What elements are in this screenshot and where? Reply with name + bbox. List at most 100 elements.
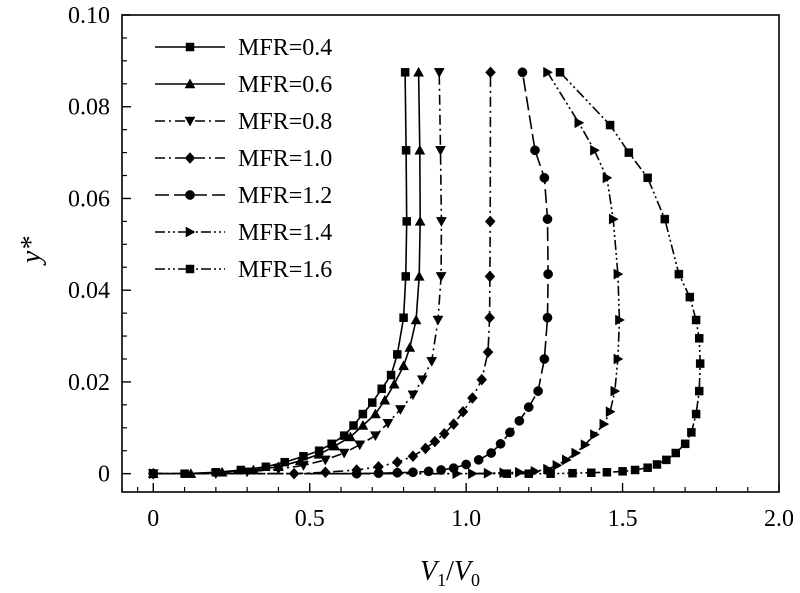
x-tick-label: 2.0 [764,506,794,532]
data-point [369,431,381,442]
series-line [153,72,422,475]
data-point [571,447,582,459]
data-point [432,315,444,326]
data-point [357,419,369,430]
data-point [691,315,701,325]
x-axis-title: V1/V0 [420,556,480,590]
data-point [368,398,377,407]
data-point [505,427,515,438]
x-tick-label: 1.5 [608,506,638,532]
legend-label: MFR=1.6 [238,257,332,283]
legend-marker [185,226,196,238]
data-point [429,435,441,448]
legend-label: MFR=0.6 [238,72,332,98]
data-point [615,314,625,326]
data-point [694,386,704,396]
legend-label: MFR=1.2 [238,183,332,209]
data-point [476,373,488,386]
data-point [495,438,506,449]
data-point [568,468,577,478]
data-point [643,463,652,472]
x-tick-label: 0 [147,506,159,532]
data-point [602,468,612,477]
y-tick-label: 0.02 [68,370,110,396]
data-point [319,455,331,466]
data-point [416,375,428,386]
legend-marker [184,78,196,89]
data-point [590,144,600,156]
data-point [407,450,419,463]
data-point [542,214,553,224]
y-axis: 0 0.02 0.04 0.06 0.08 0.10 [68,3,131,488]
series-2 [147,66,426,478]
data-point [388,378,400,389]
y-tick-label: 0.08 [68,95,110,121]
data-point [329,440,341,451]
y-axis-title: y* [16,237,47,266]
data-point [605,120,615,130]
data-point [580,439,591,451]
data-point [435,146,446,156]
series-7 [149,68,705,478]
data-point [486,448,497,458]
data-point [379,394,391,405]
data-point [671,448,681,458]
plot-frame [121,14,780,493]
data-point [652,460,662,469]
data-point [630,465,640,475]
data-point [695,359,705,368]
legend-marker [185,190,195,200]
data-point [691,409,701,419]
data-point [467,392,478,404]
data-point [423,466,434,477]
data-point [393,350,402,359]
data-point [436,465,446,475]
data-point [613,353,624,365]
data-point [555,68,565,77]
x-tick-label: 1.0 [451,506,481,532]
data-point [410,314,422,325]
legend-marker [184,116,196,127]
data-point [414,215,426,226]
data-point [408,467,418,478]
y-tick-label: 0.06 [68,186,110,212]
data-point [608,213,619,225]
data-point [546,469,555,478]
x-axis: 0 0.5 1.0 1.5 2.0 [121,483,794,532]
data-point [523,402,534,412]
data-point [369,408,381,419]
data-point [685,292,695,302]
x-tick-label: 0.5 [295,506,325,532]
data-point [539,354,550,364]
data-point [624,148,634,157]
y-tick-label: 0.04 [68,278,110,304]
data-point [574,117,585,129]
data-point [484,311,495,324]
data-point [587,468,596,477]
data-point [674,269,684,279]
data-point [400,68,410,77]
legend: MFR=0.4 MFR=0.6 MFR=0.8 MFR=1.0 MFR=1.2 MFR=1… [155,35,332,283]
data-point [241,467,253,478]
y-tick-label: 0 [98,462,110,488]
data-point [280,457,289,467]
data-point [687,428,696,437]
data-point [530,145,540,156]
data-point [484,215,496,228]
data-point [599,418,610,430]
data-point [542,312,553,323]
data-point [349,421,358,430]
data-point [543,269,553,279]
data-point [524,469,533,478]
data-point [414,144,426,155]
data-point [149,469,158,478]
data-point [386,370,396,380]
legend-label: MFR=1.0 [238,146,332,172]
data-point [354,440,366,451]
data-point [590,429,600,441]
data-point [392,467,403,478]
data-point [461,459,471,470]
data-point [680,439,690,449]
data-point [401,146,411,155]
